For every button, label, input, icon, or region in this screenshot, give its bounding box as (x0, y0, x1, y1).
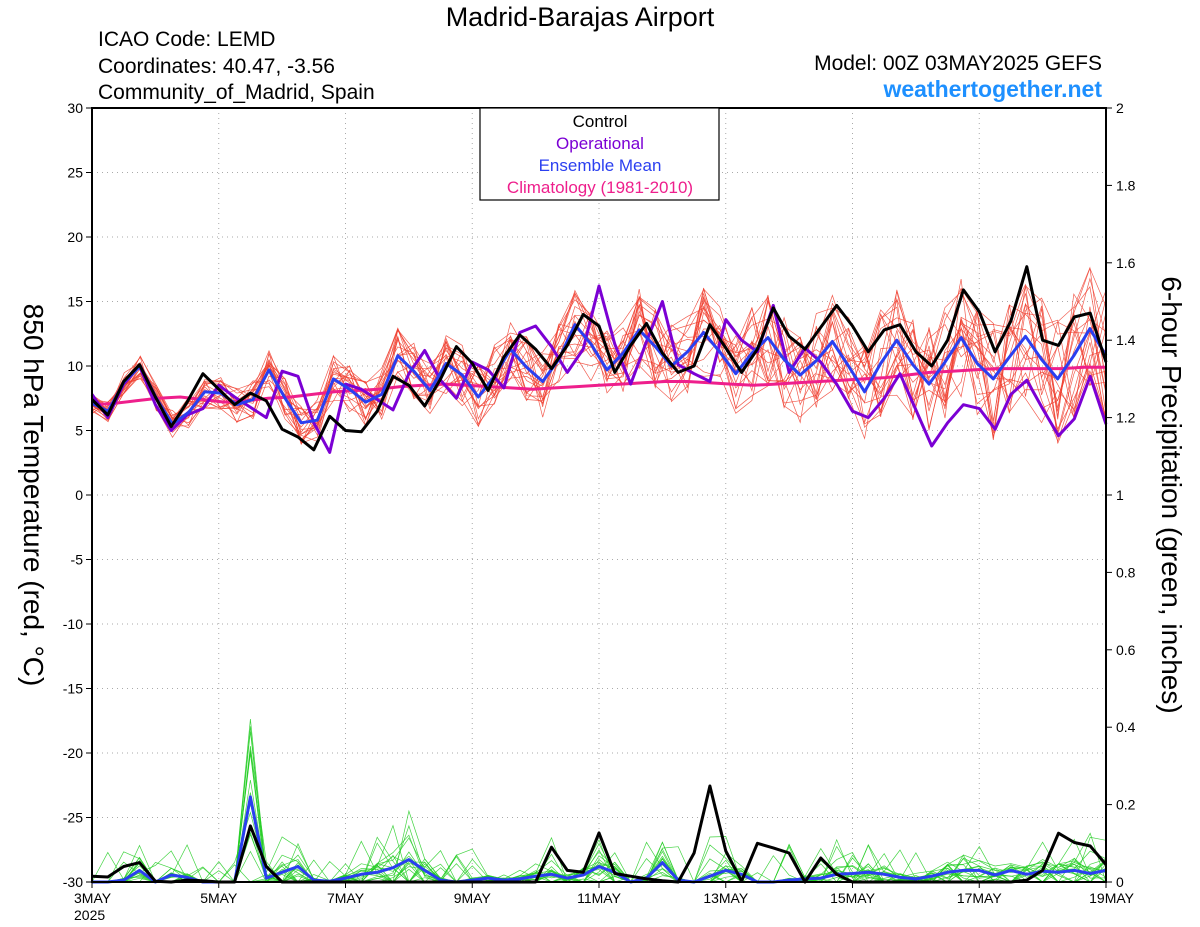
x-tick-label: 17MAY (957, 890, 1003, 906)
y-left-axis-title: 850 hPa Temperature (red, °C) (18, 304, 49, 687)
y-left-tick-label: -30 (63, 874, 83, 890)
y-right-tick-label: 0.6 (1116, 642, 1136, 658)
y-right-tick-label: 0.2 (1116, 797, 1136, 813)
coordinates: Coordinates: 40.47, -3.56 (98, 55, 335, 78)
site-link[interactable]: weathertogether.net (883, 76, 1102, 102)
y-left-tick-label: -5 (71, 552, 84, 568)
x-year-label: 2025 (74, 907, 105, 923)
y-right-tick-label: 1 (1116, 487, 1124, 503)
y-left-tick-label: 0 (75, 487, 83, 503)
legend-entry: Operational (556, 134, 644, 153)
y-left-tick-label: -25 (63, 810, 83, 826)
legend-entry: Climatology (1981-2010) (507, 178, 693, 197)
y-left-tick-label: 25 (67, 165, 83, 181)
region: Community_of_Madrid, Spain (98, 81, 375, 104)
x-tick-label: 11MAY (577, 890, 621, 906)
control-line (90, 265, 1108, 452)
y-right-tick-label: 0.8 (1116, 564, 1136, 580)
y-left-tick-label: 10 (67, 358, 83, 374)
x-tick-label: 5MAY (200, 890, 238, 906)
plot-frame (91, 107, 1107, 883)
y-left-tick-label: 15 (67, 294, 83, 310)
x-tick-label: 9MAY (454, 890, 492, 906)
legend-entry: Ensemble Mean (539, 156, 662, 175)
y-left-tick-label: 20 (67, 229, 83, 245)
y-left-tick-label: -20 (63, 745, 83, 761)
y-left-tick-label: 5 (75, 423, 83, 439)
temp-member-line (91, 267, 1107, 445)
y-right-tick-label: 1.8 (1116, 177, 1136, 193)
ensemble-mean-line (91, 323, 1108, 426)
icao-code: ICAO Code: LEMD (98, 28, 276, 51)
y-right-tick-label: 2 (1116, 100, 1124, 116)
chart-title: Madrid-Barajas Airport (445, 2, 715, 32)
y-left-tick-label: 30 (67, 100, 83, 116)
y-right-tick-label: 1.2 (1116, 410, 1136, 426)
y-right-tick-label: 0 (1116, 874, 1124, 890)
x-tick-label: 7MAY (327, 890, 365, 906)
x-tick-label: 15MAY (830, 890, 876, 906)
x-tick-label: 13MAY (703, 890, 749, 906)
operational-line (90, 284, 1108, 454)
y-left-tick-label: -15 (63, 681, 83, 697)
y-right-tick-label: 1.6 (1116, 255, 1136, 271)
legend-entry: Control (573, 112, 628, 131)
y-left-tick-label: -10 (63, 616, 83, 632)
y-right-tick-label: 0.4 (1116, 719, 1136, 735)
legend-box (479, 107, 720, 201)
y-right-tick-label: 1.4 (1116, 332, 1136, 348)
x-tick-label: 19MAY (1089, 890, 1135, 906)
y-right-axis-title: 6-hour Precipitation (green, inches) (1156, 276, 1187, 713)
model-run: Model: 00Z 03MAY2025 GEFS (814, 52, 1102, 75)
x-tick-label: 3MAY (74, 890, 112, 906)
